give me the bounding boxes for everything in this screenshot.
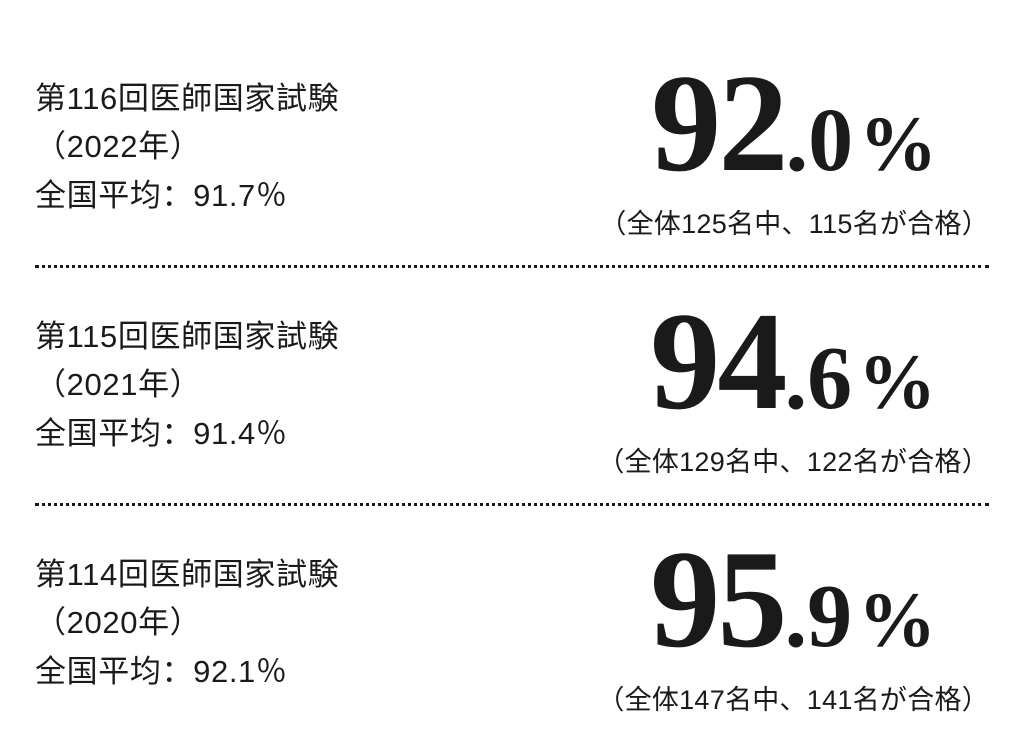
pass-detail: （全体125名中、115名が合格）	[599, 202, 989, 241]
exam-year: （2021年）	[35, 361, 339, 409]
exam-row-2: 第114回医師国家試験 （2020年） 全国平均：92.1％ 95.9% （全体…	[35, 506, 989, 741]
exam-title: 第114回医師国家試験	[35, 551, 339, 599]
pass-rate-unit: %	[858, 576, 936, 663]
exam-info-1: 第115回医師国家試験 （2021年） 全国平均：91.4％	[35, 313, 339, 457]
exam-year: （2020年）	[35, 599, 339, 647]
exam-result-2: 95.9% （全体147名中、141名が合格）	[597, 530, 989, 717]
exam-title: 第116回医師国家試験	[35, 75, 339, 123]
exam-result-1: 94.6% （全体129名中、122名が合格）	[597, 292, 989, 479]
pass-rate-dec: .0	[786, 91, 854, 190]
exam-title: 第115回医師国家試験	[35, 313, 339, 361]
exam-info-0: 第116回医師国家試験 （2022年） 全国平均：91.7％	[35, 75, 339, 219]
national-average: 全国平均：91.4％	[35, 410, 339, 458]
national-average: 全国平均：92.1％	[35, 648, 339, 696]
exam-year: （2022年）	[35, 123, 339, 171]
pass-rate: 94.6%	[597, 292, 989, 432]
pass-rate: 95.9%	[597, 530, 989, 670]
pass-rate-dec: .6	[785, 329, 853, 428]
pass-rate: 92.0%	[599, 54, 989, 194]
pass-rate-int: 95	[650, 522, 784, 677]
pass-rate-unit: %	[858, 338, 936, 425]
pass-rate-int: 94	[650, 284, 784, 439]
exam-row-0: 第116回医師国家試験 （2022年） 全国平均：91.7％ 92.0% （全体…	[35, 30, 989, 265]
pass-rate-unit: %	[859, 100, 937, 187]
pass-rate-int: 92	[651, 46, 785, 201]
pass-detail: （全体147名中、141名が合格）	[597, 678, 989, 717]
national-average: 全国平均：91.7％	[35, 172, 339, 220]
exam-result-0: 92.0% （全体125名中、115名が合格）	[599, 54, 989, 241]
exam-info-2: 第114回医師国家試験 （2020年） 全国平均：92.1％	[35, 551, 339, 695]
pass-rate-dec: .9	[785, 567, 853, 666]
pass-detail: （全体129名中、122名が合格）	[597, 440, 989, 479]
exam-row-1: 第115回医師国家試験 （2021年） 全国平均：91.4％ 94.6% （全体…	[35, 268, 989, 503]
